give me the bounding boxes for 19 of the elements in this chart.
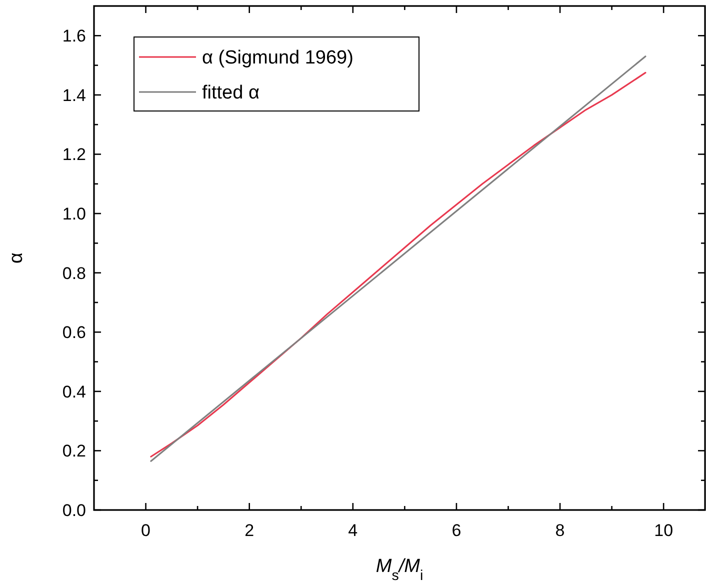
x-tick-label: 10 xyxy=(654,521,674,540)
y-tick-label: 0.4 xyxy=(62,382,86,402)
x-tick-label: 0 xyxy=(141,521,151,540)
y-tick-label: 0.6 xyxy=(62,323,86,342)
y-tick-label: 0.2 xyxy=(62,442,86,461)
y-tick-label: 1.6 xyxy=(62,26,86,46)
x-tick-label: 6 xyxy=(452,521,462,540)
y-tick-label: 1.0 xyxy=(62,204,86,224)
x-axis-title: M$_{s}$/M$_{i}$ xyxy=(376,556,424,584)
x-tick-label: 8 xyxy=(555,521,565,540)
y-axis-title: α xyxy=(6,252,27,264)
y-tick-label: 1.2 xyxy=(62,145,86,164)
x-tick-label: 2 xyxy=(244,521,254,540)
y-tick-label: 1.4 xyxy=(62,86,86,105)
y-tick-label: 0.8 xyxy=(62,264,86,283)
legend-label: α (Sigmund 1969) xyxy=(202,48,354,69)
x-tick-label: 4 xyxy=(348,521,358,540)
text: 0.0 xyxy=(62,500,86,520)
legend-label: fitted α xyxy=(202,82,260,104)
